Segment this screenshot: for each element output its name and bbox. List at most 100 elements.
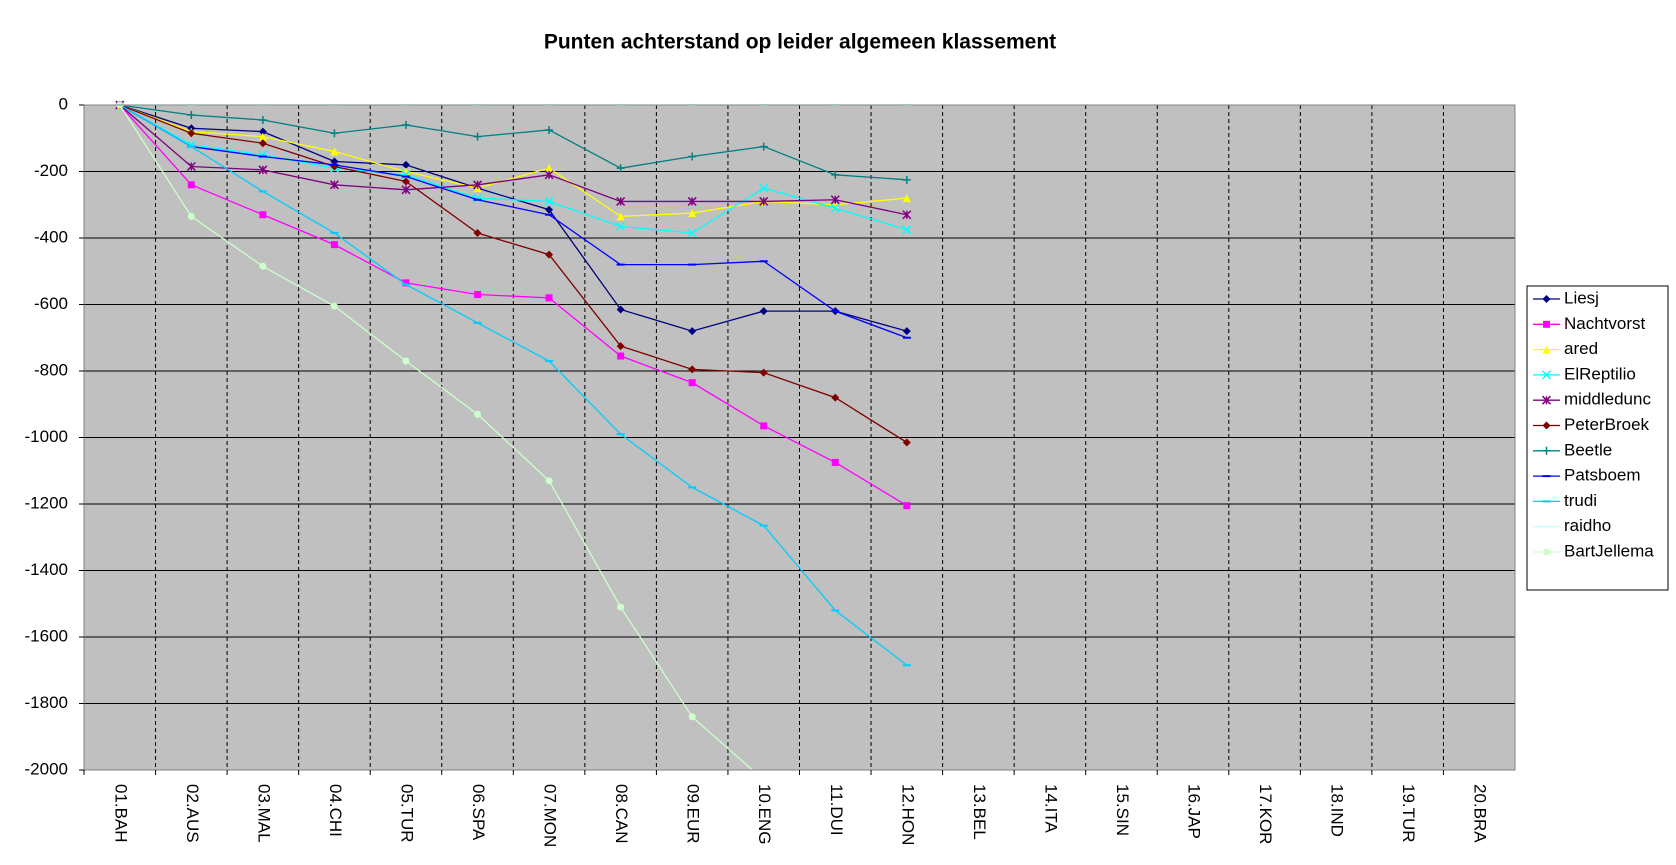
- series-line: [119, 104, 907, 181]
- legend-label: middledunc: [1564, 390, 1651, 409]
- marker: [831, 458, 839, 466]
- y-tick-label: -600: [34, 294, 68, 313]
- marker: [759, 142, 768, 151]
- legend-label: BartJellema: [1564, 541, 1654, 560]
- marker: [186, 161, 196, 172]
- marker: [616, 196, 626, 206]
- y-tick-label: -1000: [25, 427, 68, 446]
- x-tick-label: 11.DUI: [827, 784, 846, 836]
- marker: [759, 307, 768, 316]
- marker: [544, 170, 554, 180]
- marker: [545, 477, 553, 485]
- marker: [330, 147, 339, 156]
- y-tick-label: -2000: [25, 759, 68, 778]
- series-line: [119, 104, 907, 332]
- marker: [544, 196, 554, 206]
- marker: [187, 129, 196, 138]
- marker: [187, 212, 195, 220]
- marker: [616, 164, 625, 173]
- y-tick-label: -1600: [25, 626, 68, 645]
- y-tick-label: 0: [59, 94, 68, 113]
- marker: [760, 776, 767, 783]
- series-line: [119, 104, 907, 216]
- marker: [330, 157, 339, 166]
- y-tick-label: -400: [34, 227, 68, 246]
- marker: [688, 327, 697, 336]
- marker: [474, 410, 482, 418]
- x-tick-label: 03.MAL: [254, 784, 273, 843]
- marker: [187, 181, 195, 189]
- marker: [258, 132, 267, 141]
- marker: [830, 203, 840, 213]
- marker: [545, 164, 554, 173]
- marker: [258, 115, 267, 124]
- marker: [616, 212, 625, 221]
- legend: Liesj Nachtvorst ared ElReptilio middledunc P…: [1533, 288, 1654, 560]
- x-tick-label: 12.HON: [898, 784, 917, 845]
- x-tick-label: 01.BAH: [111, 784, 130, 843]
- marker: [617, 352, 625, 360]
- legend-label: Beetle: [1564, 440, 1612, 459]
- marker: [688, 379, 696, 387]
- marker: [401, 160, 410, 169]
- marker: [258, 165, 268, 175]
- x-tick-label: 13.BEL: [970, 784, 989, 840]
- legend-label: raidho: [1564, 516, 1611, 535]
- marker: [616, 221, 626, 231]
- marker: [401, 120, 410, 129]
- x-tick-label: 17.KOR: [1256, 784, 1275, 844]
- marker: [902, 175, 911, 184]
- marker: [259, 262, 267, 270]
- x-tick-label: 04.CHI: [326, 784, 345, 837]
- marker: [1543, 320, 1550, 328]
- legend-label: Patsboem: [1564, 466, 1641, 485]
- marker: [545, 294, 553, 302]
- marker: [330, 241, 338, 249]
- legend-label: Nachtvorst: [1564, 314, 1646, 333]
- marker: [688, 152, 697, 161]
- series-line: [119, 104, 907, 218]
- marker: [329, 180, 339, 190]
- marker: [258, 150, 268, 160]
- x-tick-label: 14.ITA: [1041, 784, 1060, 833]
- marker: [258, 127, 267, 136]
- marker: [402, 279, 410, 287]
- series-line: [119, 104, 754, 770]
- y-tick-label: -1800: [25, 693, 68, 712]
- marker: [687, 228, 697, 238]
- marker: [473, 229, 482, 238]
- x-tick-label: 10.ENG: [755, 784, 774, 844]
- y-tick-label: -800: [34, 360, 68, 379]
- legend-label: Liesj: [1564, 288, 1599, 307]
- marker: [545, 205, 554, 214]
- chart-title: Punten achterstand op leider algemeen kl…: [544, 31, 1056, 54]
- marker: [474, 291, 482, 299]
- series-line: [119, 104, 908, 507]
- x-tick-label: 02.AUS: [183, 784, 202, 843]
- x-tick-label: 06.SPA: [469, 784, 488, 841]
- series-line: [119, 104, 908, 234]
- marker: [401, 177, 410, 186]
- labels: 0 -200 -400 -600 -800 -1000 -1200 -1400 -1600 -18…: [25, 94, 1490, 847]
- marker: [472, 180, 483, 190]
- marker: [1543, 548, 1550, 556]
- marker: [831, 393, 840, 402]
- marker: [902, 194, 911, 203]
- x-tick-label: 08.CAN: [612, 784, 631, 844]
- marker: [760, 422, 768, 430]
- x-tick-label: 05.TUR: [397, 784, 416, 843]
- series-line: [119, 104, 908, 339]
- marker: [545, 250, 554, 259]
- marker: [616, 342, 625, 351]
- marker: [830, 195, 840, 205]
- x-tick-label: 07.MON: [541, 784, 560, 847]
- marker: [402, 357, 410, 365]
- marker: [688, 365, 697, 374]
- marker: [401, 185, 411, 195]
- marker: [688, 209, 697, 218]
- marker: [1541, 395, 1552, 405]
- x-tick-label: 09.EUR: [684, 784, 703, 844]
- x-tick-label: 19.TUR: [1399, 784, 1418, 843]
- marker: [831, 170, 840, 179]
- marker: [1542, 295, 1551, 303]
